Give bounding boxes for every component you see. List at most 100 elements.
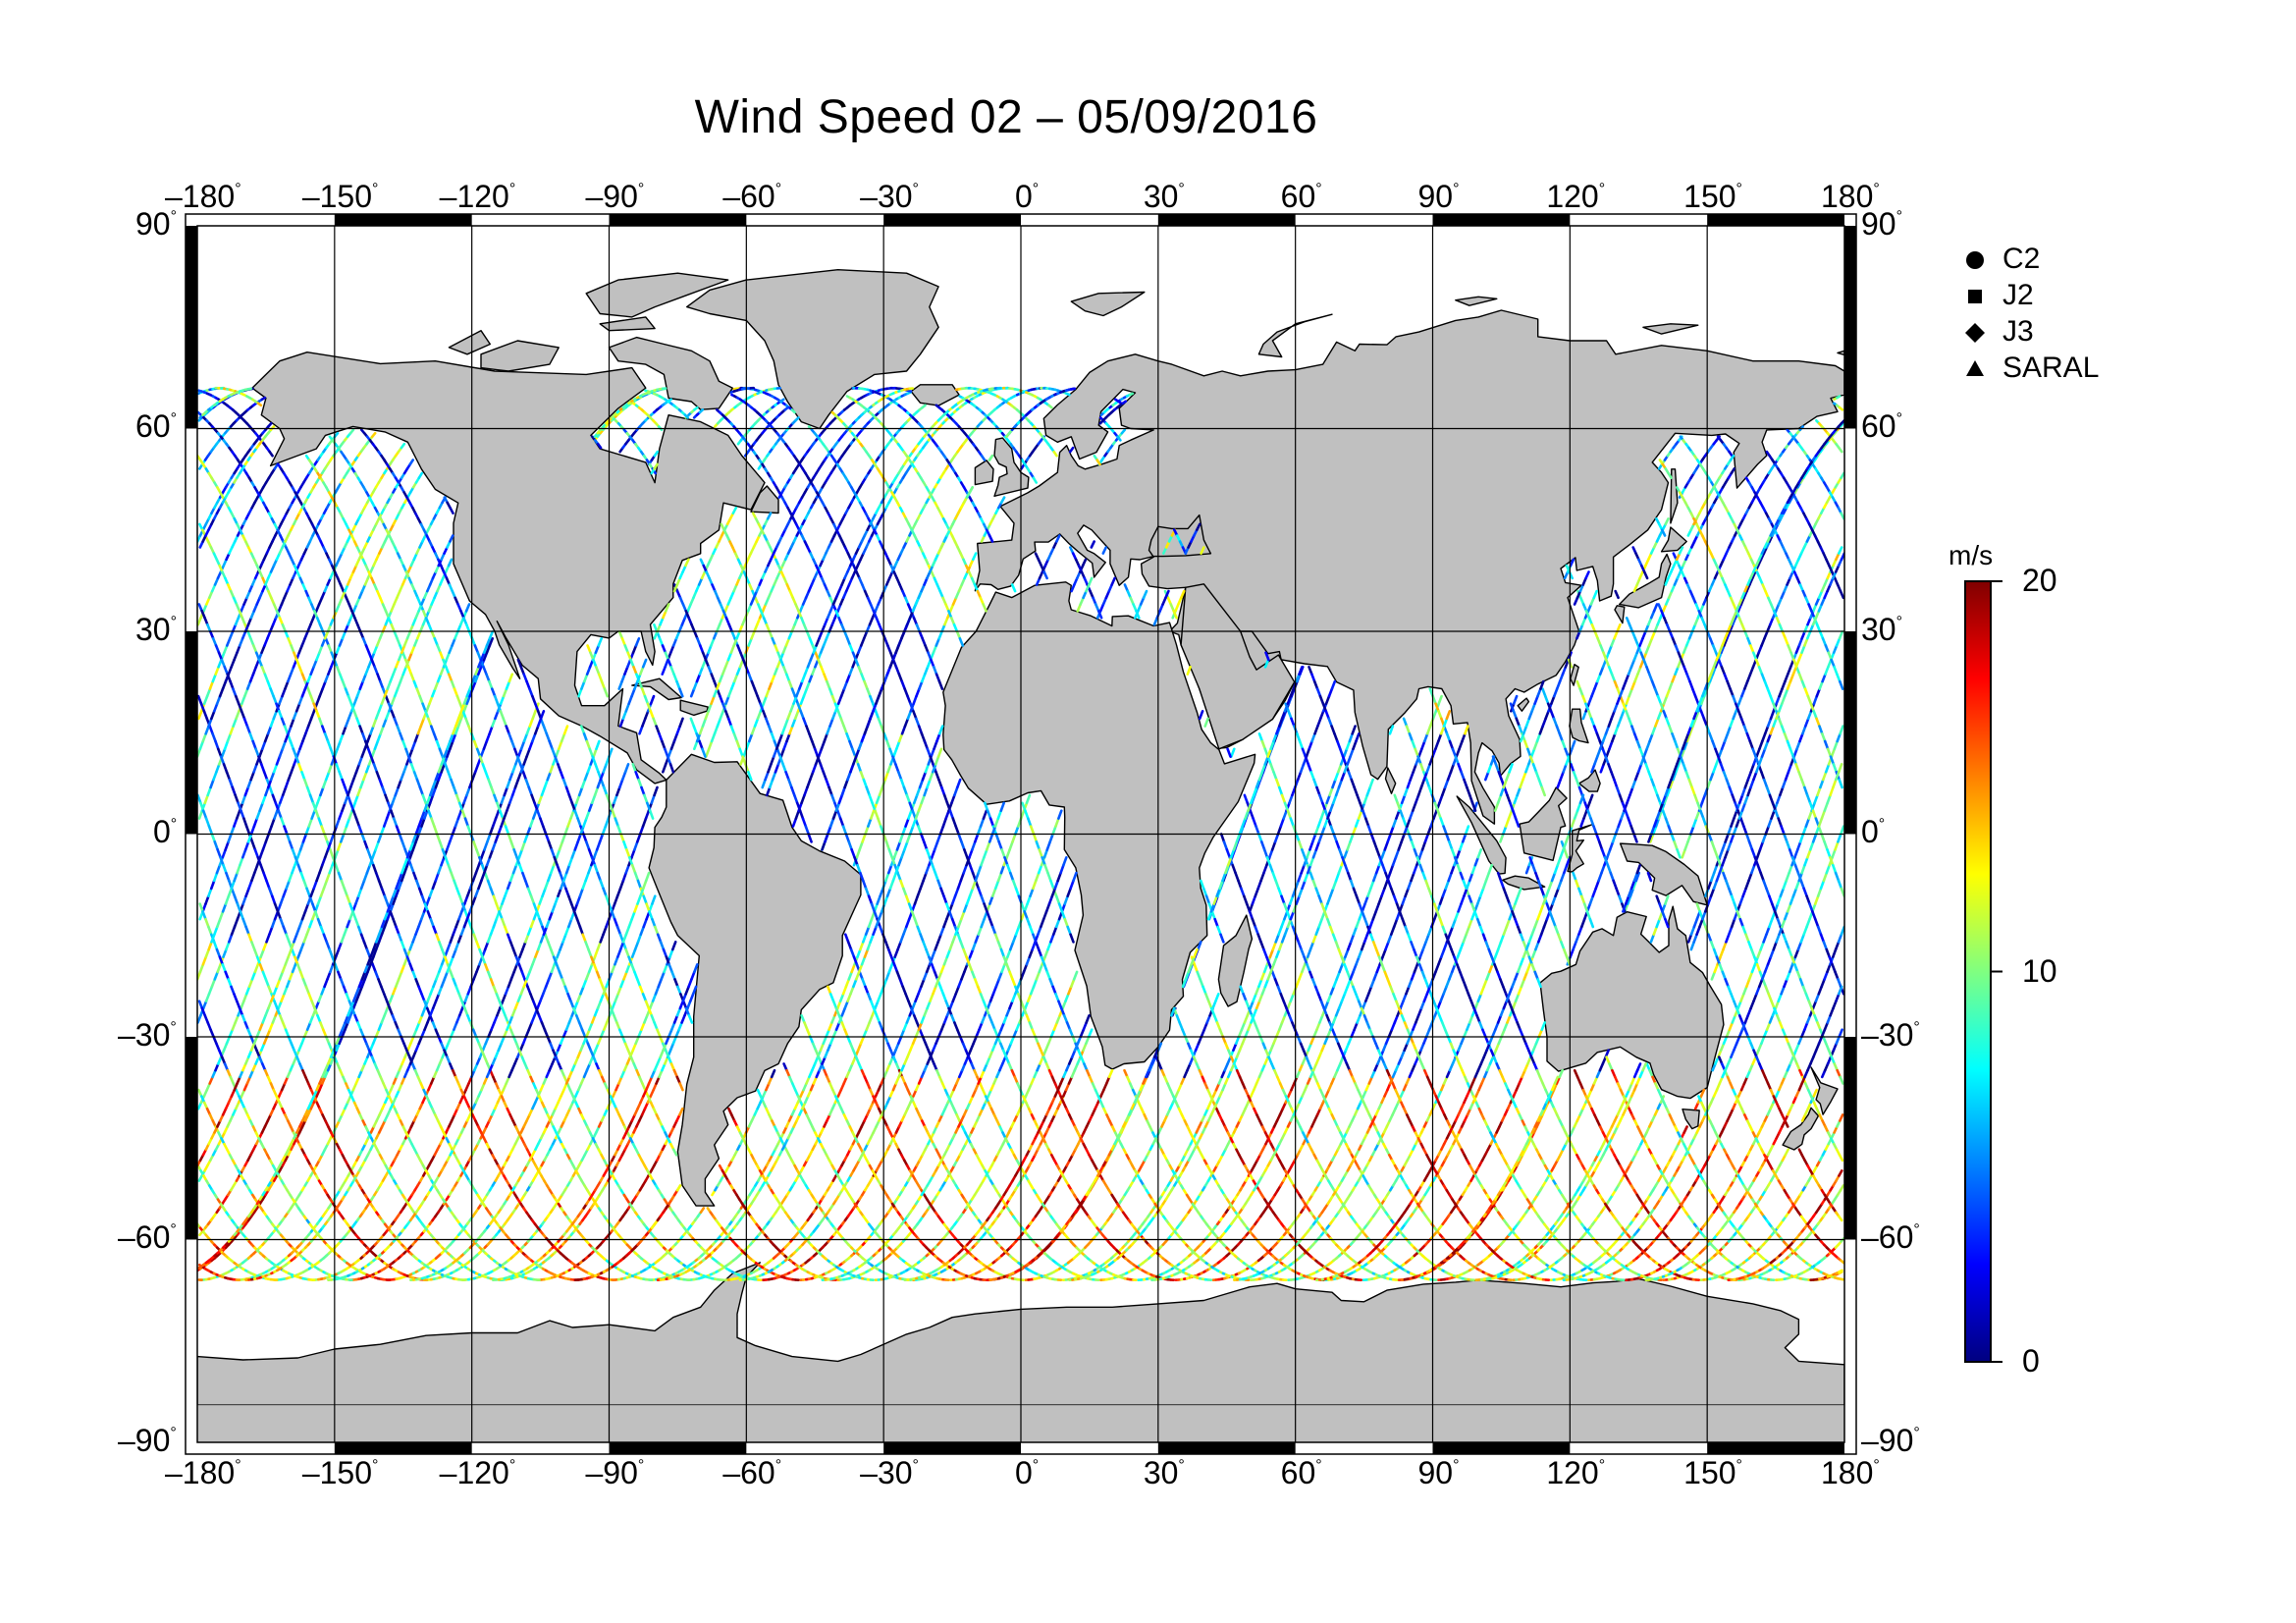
- track-segment: [470, 770, 477, 782]
- track-segment: [620, 673, 626, 683]
- track-segment: [431, 879, 438, 891]
- track-segment: [587, 863, 593, 875]
- track-segment: [507, 673, 514, 683]
- track-segment: [653, 785, 659, 797]
- track-segment: [773, 665, 779, 676]
- track-segment: [633, 840, 639, 851]
- track-segment: [623, 665, 629, 676]
- track-segment: [558, 840, 564, 851]
- track-segment: [446, 941, 453, 951]
- track-segment: [491, 817, 498, 828]
- track-segment: [432, 978, 438, 989]
- land-hainan: [1517, 697, 1530, 712]
- track-segment: [538, 894, 544, 905]
- land-ireland: [974, 460, 994, 486]
- track-segment: [474, 863, 481, 875]
- track-segment: [667, 747, 673, 758]
- track-segment: [471, 871, 478, 883]
- track-segment: [511, 763, 517, 774]
- track-segment: [509, 970, 516, 981]
- track-segment: [604, 817, 611, 828]
- land-new-guinea: [1619, 842, 1708, 906]
- track-segment: [526, 925, 533, 937]
- track-segment: [638, 825, 645, 836]
- track-segment: [566, 817, 572, 828]
- track-segment: [547, 871, 553, 883]
- track-segment: [802, 687, 809, 698]
- track-segment: [577, 687, 583, 698]
- track-segment: [636, 933, 643, 944]
- land-nz-north: [1810, 1066, 1839, 1115]
- track-segment: [414, 925, 420, 937]
- track-segment: [660, 970, 666, 981]
- track-segment: [765, 687, 771, 698]
- track-segment: [529, 817, 535, 828]
- land-cuba: [631, 677, 682, 701]
- track-segment: [771, 673, 776, 683]
- track-segment: [529, 917, 536, 929]
- track-segment: [641, 817, 648, 828]
- track-segment: [595, 739, 601, 751]
- track-segment: [500, 793, 507, 805]
- track-segment: [771, 770, 777, 782]
- track-segment: [559, 941, 564, 951]
- track-segment: [492, 917, 499, 929]
- track-segment: [828, 717, 834, 728]
- track-segment: [704, 747, 711, 758]
- track-segment: [839, 687, 846, 698]
- track-segment: [486, 833, 492, 843]
- track-segment: [463, 992, 470, 1003]
- track-segment: [437, 863, 443, 875]
- track-segment: [750, 725, 757, 735]
- track-segment: [512, 962, 518, 974]
- track-segment: [408, 941, 414, 951]
- track-segment: [611, 1000, 617, 1010]
- track-segment: [420, 1006, 427, 1017]
- track-segment: [688, 992, 695, 1003]
- track-segment: [434, 871, 440, 883]
- track-segment: [585, 665, 592, 676]
- land-sri-lanka: [1384, 767, 1397, 794]
- track-segment: [582, 673, 589, 683]
- track-segment: [800, 793, 806, 805]
- land-kyushu: [1614, 605, 1626, 624]
- track-segment: [592, 747, 598, 758]
- track-segment: [638, 725, 644, 735]
- track-segment: [429, 985, 435, 996]
- track-segment: [756, 709, 763, 721]
- track-segment: [472, 970, 478, 981]
- track-segment: [808, 770, 815, 782]
- track-segment: [811, 763, 818, 774]
- track-segment: [621, 871, 628, 883]
- land-banks-isl: [448, 330, 491, 355]
- track-segment: [473, 763, 480, 774]
- track-segment: [678, 717, 684, 728]
- land-novaya-zemlya: [1257, 313, 1333, 358]
- track-segment: [820, 739, 827, 751]
- track-segment: [782, 739, 788, 751]
- track-segment: [731, 506, 738, 515]
- track-segment: [426, 992, 432, 1003]
- track-segment: [454, 917, 460, 929]
- track-segment: [482, 739, 489, 751]
- track-segment: [507, 978, 513, 989]
- track-segment: [651, 894, 657, 905]
- track-segment: [794, 809, 801, 820]
- chart-title: Wind Speed 02 – 05/09/2016: [694, 91, 1318, 143]
- track-segment: [517, 848, 524, 859]
- track-segment: [503, 785, 509, 797]
- track-segment: [817, 747, 824, 758]
- track-segment: [765, 785, 772, 797]
- track-segment: [549, 863, 556, 875]
- track-segment: [615, 785, 621, 797]
- track-segment: [689, 687, 696, 698]
- track-segment: [531, 709, 537, 721]
- land-ellesmere: [585, 272, 729, 318]
- track-segment: [501, 894, 507, 905]
- track-segment: [836, 694, 843, 706]
- track-segment: [618, 879, 625, 891]
- track-segment: [411, 933, 417, 944]
- track-segment: [649, 694, 656, 706]
- track-segment: [383, 1006, 389, 1017]
- land-svalbard: [1070, 291, 1146, 317]
